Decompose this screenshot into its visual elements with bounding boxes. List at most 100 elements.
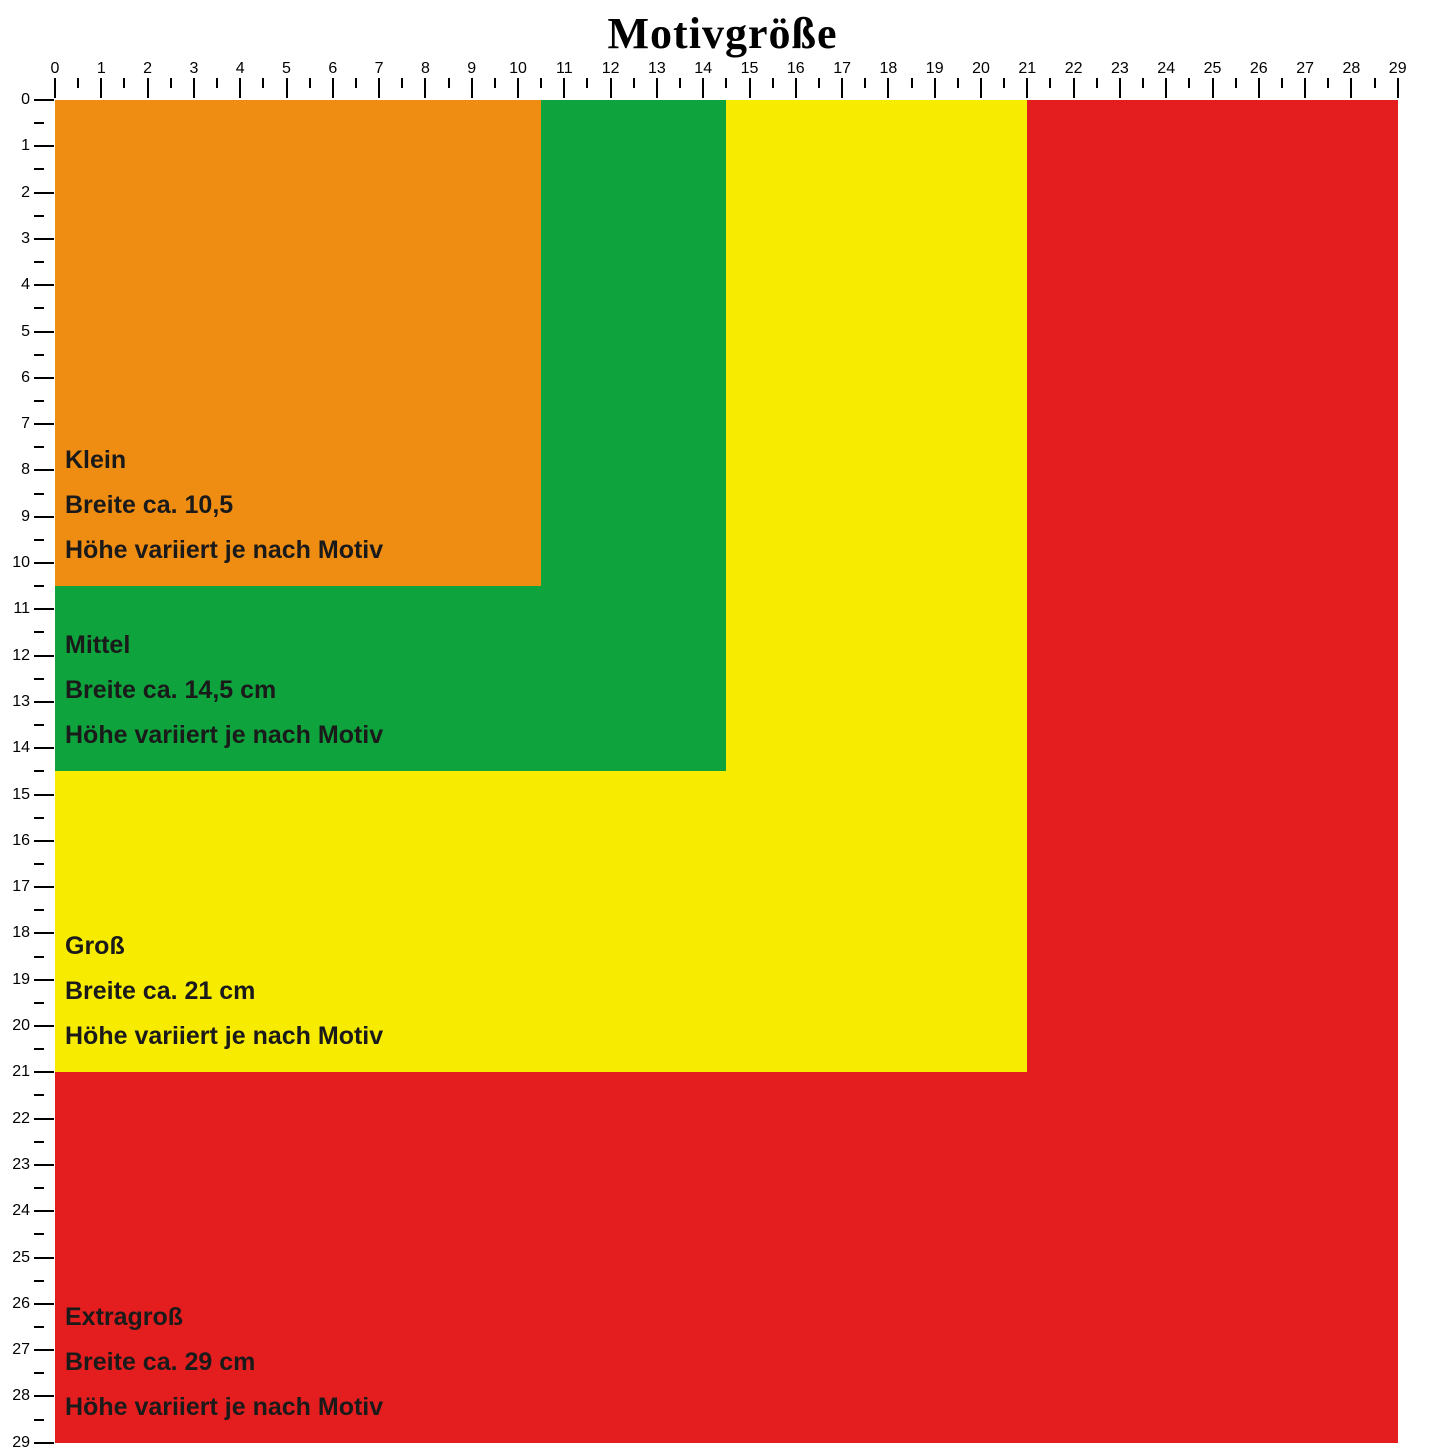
ruler-tick [34, 932, 54, 934]
ruler-left-label: 27 [8, 1341, 30, 1359]
ruler-tick-minor [355, 78, 357, 88]
ruler-tick [1212, 78, 1214, 98]
ruler-top-label: 19 [926, 60, 944, 78]
ruler-tick-minor [123, 78, 125, 88]
ruler-top-label: 27 [1296, 60, 1314, 78]
ruler-left-label: 4 [8, 276, 30, 294]
ruler-tick-minor [34, 446, 44, 448]
ruler-tick-minor [772, 78, 774, 88]
ruler-tick [34, 608, 54, 610]
size-name: Groß [65, 924, 383, 969]
ruler-tick [100, 78, 102, 98]
ruler-tick [34, 1257, 54, 1259]
ruler-tick [378, 78, 380, 98]
ruler-tick-minor [1281, 78, 1283, 88]
ruler-tick [34, 886, 54, 888]
ruler-top-label: 24 [1157, 60, 1175, 78]
ruler-left-label: 22 [8, 1110, 30, 1128]
ruler-left-label: 6 [8, 369, 30, 387]
ruler-top-label: 8 [421, 60, 430, 78]
ruler-tick-minor [262, 78, 264, 88]
ruler-top-label: 10 [509, 60, 527, 78]
page-title: Motivgröße [0, 8, 1445, 59]
ruler-top-label: 4 [236, 60, 245, 78]
ruler-tick-minor [586, 78, 588, 88]
ruler-tick-minor [34, 631, 44, 633]
chart-area: ExtragroßBreite ca. 29 cmHöhe variiert j… [55, 100, 1445, 1445]
ruler-left-label: 26 [8, 1295, 30, 1313]
ruler-tick [34, 1164, 54, 1166]
ruler-tick-minor [679, 78, 681, 88]
ruler-tick [34, 1303, 54, 1305]
ruler-tick-minor [448, 78, 450, 88]
ruler-tick-minor [818, 78, 820, 88]
ruler-tick [34, 794, 54, 796]
ruler-left-label: 3 [8, 230, 30, 248]
ruler-left-label: 8 [8, 461, 30, 479]
ruler-left-label: 9 [8, 508, 30, 526]
ruler-left-label: 2 [8, 184, 30, 202]
ruler-tick [1165, 78, 1167, 98]
ruler-tick-minor [1049, 78, 1051, 88]
ruler-top-label: 7 [375, 60, 384, 78]
ruler-tick-minor [34, 1233, 44, 1235]
ruler-tick [471, 78, 473, 98]
ruler-tick [332, 78, 334, 98]
ruler-tick-minor [34, 770, 44, 772]
ruler-tick-minor [1188, 78, 1190, 88]
ruler-tick [34, 99, 54, 101]
ruler-tick-minor [864, 78, 866, 88]
ruler-tick-minor [34, 909, 44, 911]
ruler-left-label: 10 [8, 554, 30, 572]
ruler-top-label: 26 [1250, 60, 1268, 78]
size-label-groß: GroßBreite ca. 21 cmHöhe variiert je nac… [65, 924, 383, 1059]
ruler-tick-minor [34, 354, 44, 356]
ruler-tick-minor [34, 1048, 44, 1050]
ruler-top-label: 23 [1111, 60, 1129, 78]
ruler-tick-minor [911, 78, 913, 88]
ruler-tick [980, 78, 982, 98]
ruler-top-label: 3 [189, 60, 198, 78]
ruler-tick-minor [957, 78, 959, 88]
ruler-top-label: 11 [556, 60, 573, 78]
ruler-tick-minor [34, 493, 44, 495]
ruler-tick [34, 747, 54, 749]
ruler-tick-minor [34, 1094, 44, 1096]
ruler-tick [795, 78, 797, 98]
ruler-left-label: 13 [8, 693, 30, 711]
ruler-tick-minor [633, 78, 635, 88]
ruler-tick-minor [1003, 78, 1005, 88]
ruler-top: 0123456789101112131415161718192021222324… [55, 60, 1445, 100]
size-name: Extragroß [65, 1295, 383, 1340]
ruler-tick [286, 78, 288, 98]
ruler-tick [34, 1349, 54, 1351]
ruler-tick [1073, 78, 1075, 98]
ruler-tick [147, 78, 149, 98]
ruler-left-label: 23 [8, 1156, 30, 1174]
ruler-left-label: 14 [8, 739, 30, 757]
ruler-top-label: 29 [1389, 60, 1407, 78]
ruler-tick [34, 469, 54, 471]
ruler-top-label: 12 [602, 60, 620, 78]
ruler-tick [610, 78, 612, 98]
ruler-tick [34, 238, 54, 240]
ruler-tick [34, 516, 54, 518]
ruler-left-label: 28 [8, 1387, 30, 1405]
ruler-left-label: 20 [8, 1017, 30, 1035]
ruler-top-label: 22 [1065, 60, 1083, 78]
size-name: Mittel [65, 623, 383, 668]
ruler-tick [1026, 78, 1028, 98]
ruler-top-label: 9 [467, 60, 476, 78]
ruler-top-label: 25 [1204, 60, 1222, 78]
ruler-tick [934, 78, 936, 98]
ruler-tick [887, 78, 889, 98]
ruler-tick [1258, 78, 1260, 98]
ruler-tick-minor [34, 1187, 44, 1189]
ruler-tick [34, 377, 54, 379]
ruler-tick [239, 78, 241, 98]
ruler-left-label: 21 [8, 1063, 30, 1081]
ruler-tick [1350, 78, 1352, 98]
ruler-tick-minor [34, 215, 44, 217]
ruler-left: 0123456789101112131415161718192021222324… [0, 100, 55, 1445]
ruler-tick [34, 1118, 54, 1120]
